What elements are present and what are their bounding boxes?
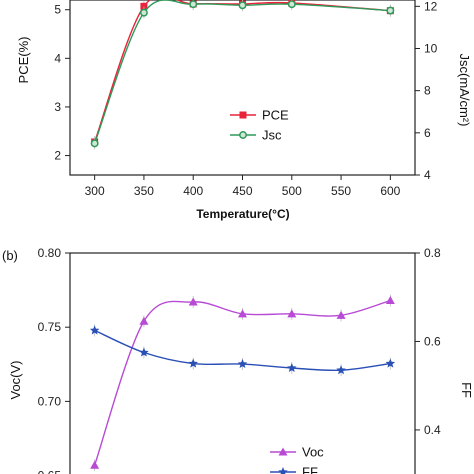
data-point-ff [139,347,149,357]
panel-a-y2-axis-title: Jsc(mA/cm²) [457,54,472,127]
x-tick-label: 450 [232,184,252,198]
y-tick-label: 0.70 [38,394,62,408]
y-tick-label: 2 [54,149,61,163]
y-tick-label: 5 [54,3,61,17]
data-point-ff [287,363,297,373]
data-point-jsc [139,8,148,17]
panel-b-y2-ticks: 0.4 0.6 0.8 [415,246,441,437]
panel-a-plot-frame [69,0,416,176]
y-tick-label: 0.65 [38,469,62,474]
y-tick-label: 0.80 [38,246,62,260]
x-tick-label: 500 [282,184,302,198]
legend-label-jsc: Jsc [262,128,282,143]
data-point-ff [336,365,346,375]
data-point-ff [237,359,248,369]
x-tick-label: 350 [134,184,154,198]
legend-marker-jsc [239,131,247,139]
y2-tick-label: 0.4 [424,423,441,437]
panel-b-plot-frame [69,252,416,474]
data-point-ff [188,358,198,368]
y2-tick-label: 10 [424,41,438,55]
x-tick-label: 600 [380,184,400,198]
y2-tick-label: 8 [424,84,431,98]
x-tick-label: 550 [331,184,351,198]
data-point-voc [336,310,346,319]
data-point-voc [238,309,247,318]
data-point-ff [89,325,100,335]
panel-a-y-ticks: 2 3 4 5 [54,3,70,163]
panel-a-x-ticks: 300 350 400 450 500 550 600 [85,175,401,198]
y2-tick-label: 0.8 [424,246,441,260]
panel-a-y-axis-title: PCE(%) [16,37,31,84]
panel-b-legend: Voc FF [270,445,324,474]
panel-b-y2-axis-title: FF [459,382,474,398]
data-point-jsc [90,139,99,148]
panel-a-series [90,0,395,150]
data-point-jsc [189,0,198,9]
data-point-voc [139,316,149,325]
data-point-voc [287,309,297,318]
data-point-voc [385,295,395,304]
panel-a-x-axis-title: Temperature(°C) [196,207,289,221]
data-point-ff [385,358,396,368]
data-point-jsc [287,0,296,9]
panel-b-chart: (b) 0.65 0.70 0.75 0.80 0.4 0.6 0.8 Voc(V) FF… [2,246,474,474]
panel-b-y-axis-title: Voc(V) [8,360,23,399]
series-line-voc [93,299,391,466]
data-point-pce [140,2,148,10]
y2-tick-label: 4 [424,168,431,182]
panel-b-y-ticks: 0.65 0.70 0.75 0.80 [38,246,70,474]
legend-marker-voc [278,447,288,456]
y2-tick-label: 6 [424,126,431,140]
y-tick-label: 3 [54,100,61,114]
legend-marker-pce [239,111,247,119]
panel-a-chart: 300 350 400 450 500 550 600 2 3 4 5 4 6 8 10 12 Tempe… [16,0,472,221]
legend-label-pce: PCE [262,108,289,123]
y2-tick-label: 0.6 [424,334,441,348]
panel-a-y2-ticks: 4 6 8 10 12 [415,0,438,182]
series-line-jsc [93,0,391,144]
data-point-jsc [238,1,247,10]
legend-marker-ff [278,467,288,474]
x-tick-label: 300 [85,184,105,198]
data-point-voc [188,297,198,306]
y2-tick-label: 12 [424,0,438,13]
y-tick-label: 4 [54,51,61,65]
panel-a-legend: PCE Jsc [230,108,289,143]
panel-b-series [89,294,396,472]
x-tick-label: 400 [183,184,203,198]
legend-label-ff: FF [302,465,318,474]
y-tick-label: 0.75 [38,320,62,334]
data-point-jsc [386,6,395,15]
panel-b-label: (b) [2,248,18,263]
data-point-voc [90,460,100,469]
legend-label-voc: Voc [302,445,324,460]
